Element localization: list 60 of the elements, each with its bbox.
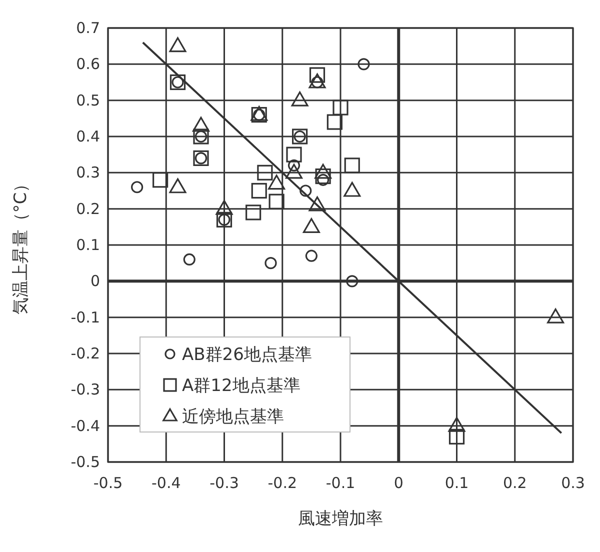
point	[326, 114, 342, 130]
point	[152, 172, 168, 188]
x-tick-label: 0	[394, 474, 404, 492]
point	[257, 164, 273, 180]
y-tick-label: 0.1	[76, 236, 100, 254]
point	[268, 174, 286, 190]
point	[305, 250, 318, 262]
point	[246, 204, 262, 220]
y-tick-label: 0.5	[76, 91, 100, 110]
point	[344, 158, 360, 174]
y-tick-label: 0.2	[76, 200, 100, 218]
y-tick-label: 0.4	[76, 128, 100, 146]
point	[169, 178, 186, 194]
y-tick-label: -0.4	[70, 416, 100, 435]
point	[315, 168, 331, 184]
point	[448, 416, 466, 432]
point	[309, 67, 326, 83]
point	[192, 116, 210, 132]
y-tick-label: -0.5	[70, 453, 100, 471]
legend-label: A群12地点基準	[182, 376, 300, 396]
y-tick-label: -0.1	[70, 308, 100, 326]
point	[131, 181, 144, 194]
point	[344, 182, 361, 197]
x-tick-label: -0.2	[268, 474, 298, 492]
legend-label: 近傍地点基準	[182, 407, 284, 427]
point	[183, 253, 196, 266]
y-tick-label: 0.7	[76, 19, 100, 37]
point	[448, 428, 465, 444]
point	[251, 182, 267, 199]
point	[302, 218, 320, 233]
point	[268, 194, 284, 210]
point	[264, 257, 277, 270]
y-tick-label: 0	[90, 272, 100, 290]
legend-label: AB群26地点基準	[182, 345, 312, 365]
point	[286, 164, 302, 179]
y-tick-label: 0.6	[76, 55, 100, 74]
point	[332, 100, 348, 116]
x-tick-label: 0.3	[561, 474, 585, 492]
point	[169, 37, 186, 52]
x-tick-label: -0.3	[210, 474, 239, 492]
y-axis-title: 気温上昇量（°C）	[11, 175, 31, 315]
x-tick-label: -0.4	[151, 474, 181, 492]
point	[308, 73, 326, 88]
point	[308, 196, 326, 212]
x-tick-label: 0.2	[502, 474, 527, 492]
point	[300, 184, 312, 197]
x-axis-title: 風速増加率	[298, 509, 383, 529]
y-tick-label: 0.3	[76, 164, 100, 182]
x-tick-label: 0.1	[444, 474, 469, 492]
point	[314, 164, 332, 179]
x-tick-label: -0.1	[326, 474, 356, 492]
x-tick-label: -0.5	[93, 474, 123, 492]
point	[547, 308, 564, 324]
point	[291, 91, 308, 106]
point	[346, 275, 358, 288]
point	[286, 146, 302, 162]
y-tick-label: -0.3	[70, 380, 100, 399]
y-tick-label: -0.2	[70, 344, 100, 362]
point	[358, 58, 370, 70]
point	[216, 200, 233, 215]
